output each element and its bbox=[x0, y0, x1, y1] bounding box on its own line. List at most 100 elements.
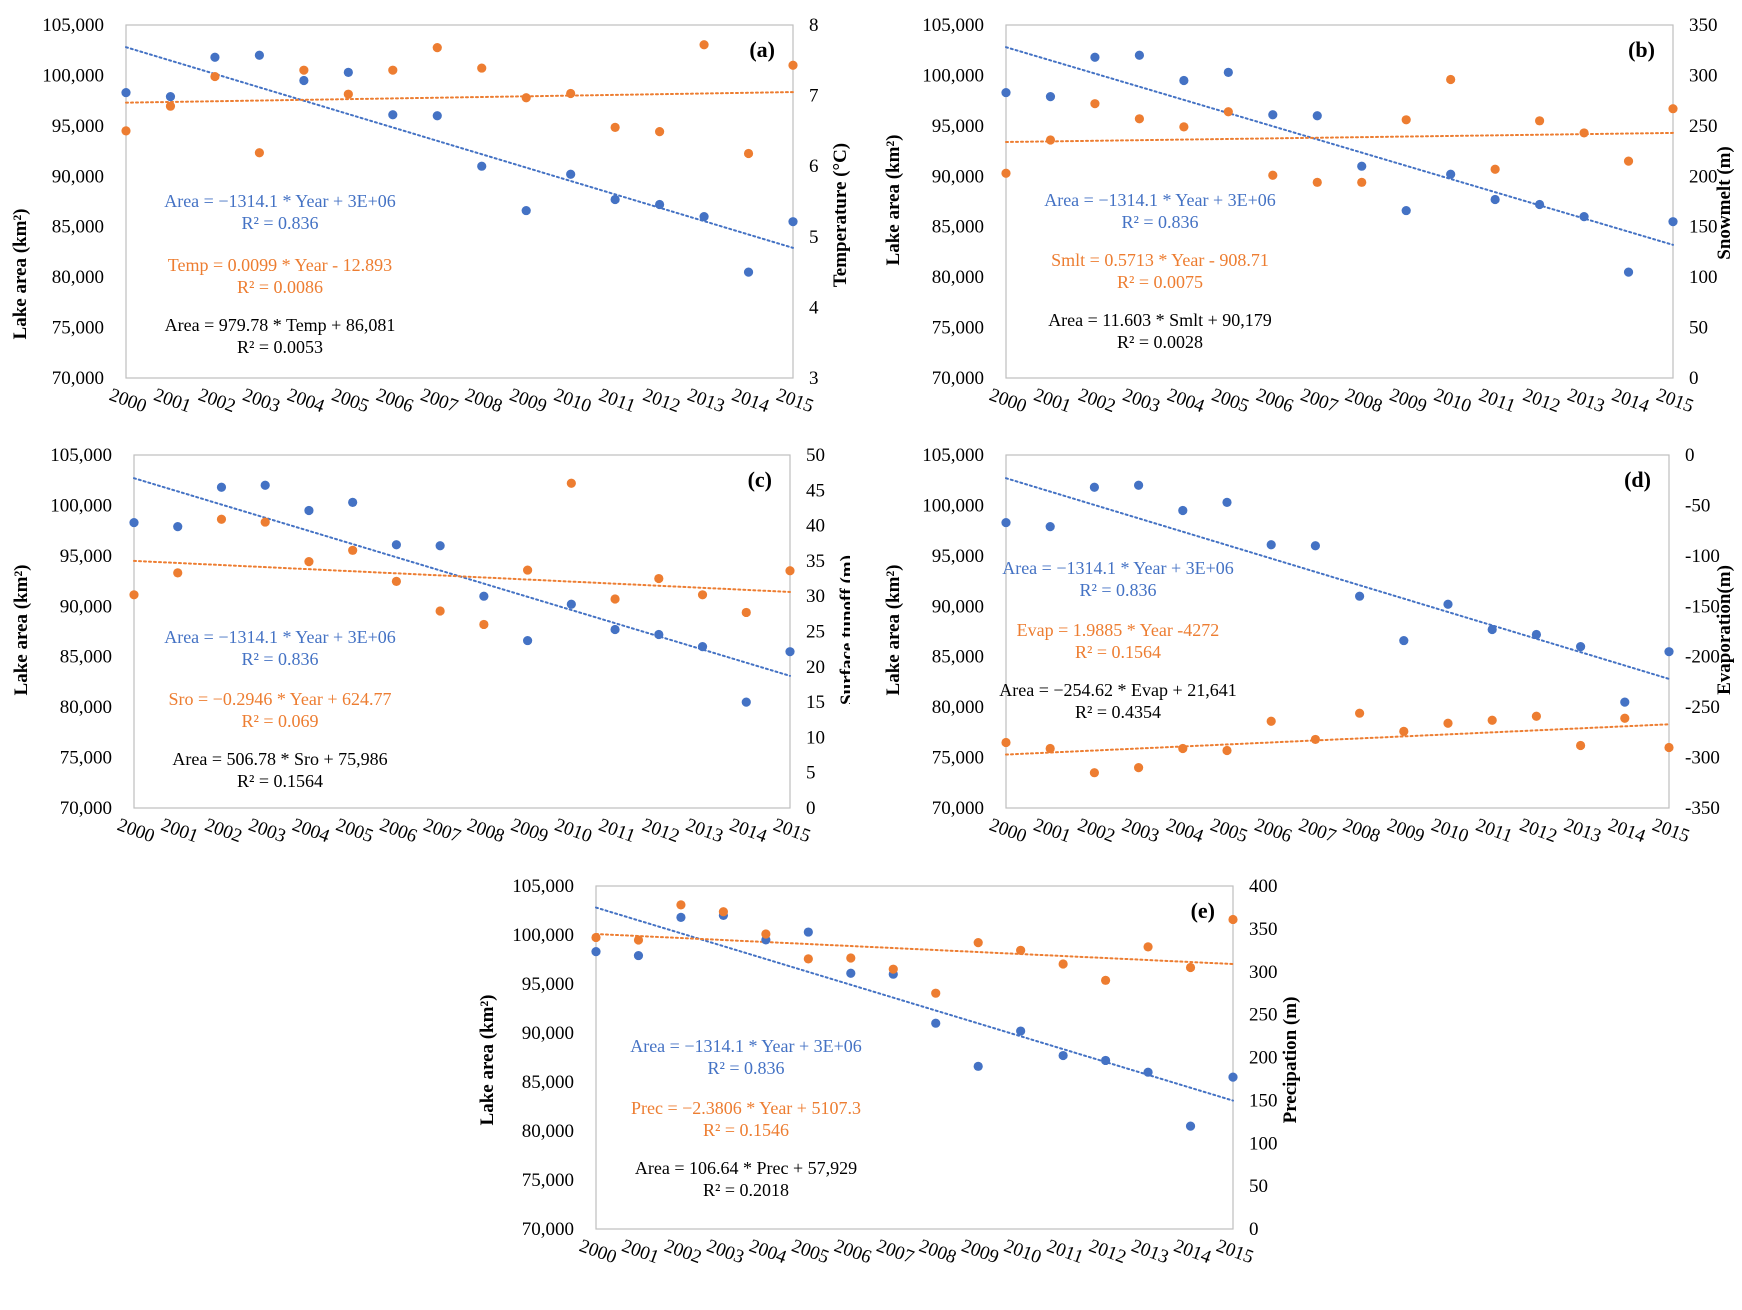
equation-text: Area = −1314.1 * Year + 3E+06 bbox=[164, 191, 396, 211]
area-point bbox=[1228, 1072, 1238, 1082]
y2-axis-title: Precipation (m) bbox=[1280, 997, 1301, 1124]
x-tick-label: 2012 bbox=[640, 384, 683, 417]
y2-axis-title: Snowmelt (m) bbox=[1714, 146, 1735, 259]
y2-tick-label: 150 bbox=[1249, 1090, 1278, 1111]
x-tick-label: 2015 bbox=[770, 814, 813, 847]
driver-point bbox=[1134, 763, 1144, 773]
y-tick-label: 70,000 bbox=[522, 1219, 574, 1240]
y2-tick-label: -350 bbox=[1685, 798, 1720, 819]
area-point bbox=[521, 205, 531, 216]
x-tick-label: 2005 bbox=[789, 1235, 832, 1268]
equation-text: Area = 106.64 * Prec + 57,929 bbox=[635, 1158, 857, 1178]
trendline-driver bbox=[1005, 723, 1670, 756]
driver-point bbox=[1058, 959, 1068, 969]
driver-point bbox=[1490, 164, 1500, 174]
chart-panel-a: 70,000 75,000 80,000 85,000 90,000 95,000 100,… bbox=[0, 0, 851, 430]
driver-point bbox=[1101, 975, 1111, 985]
driver-point bbox=[388, 65, 398, 75]
driver-point bbox=[1312, 177, 1322, 187]
driver-point bbox=[1045, 135, 1056, 145]
driver-point bbox=[1228, 914, 1238, 925]
driver-point bbox=[1399, 726, 1409, 736]
y2-tick-label: 25 bbox=[806, 622, 825, 643]
y2-tick-label: 200 bbox=[1249, 1048, 1278, 1069]
area-point bbox=[1531, 629, 1541, 640]
y2-tick-label: 5 bbox=[806, 763, 816, 784]
y2-tick-label: 250 bbox=[1689, 116, 1718, 137]
y-tick-label: 95,000 bbox=[932, 546, 984, 567]
y-tick-label: 75,000 bbox=[52, 318, 104, 339]
driver-point bbox=[304, 557, 314, 567]
area-point bbox=[697, 642, 708, 652]
x-tick-label: 2003 bbox=[1119, 814, 1162, 847]
y-axis-title: Lake area (km²) bbox=[11, 565, 32, 696]
y2-tick-label: 50 bbox=[1249, 1176, 1268, 1197]
plot-frame bbox=[1005, 24, 1674, 379]
area-point bbox=[129, 517, 139, 528]
x-tick-label: 2002 bbox=[202, 814, 245, 847]
x-tick-label: 2011 bbox=[596, 815, 638, 847]
panel-label: (d) bbox=[1624, 467, 1651, 492]
x-tick-label: 2008 bbox=[1340, 814, 1383, 847]
y-tick-label: 75,000 bbox=[932, 748, 984, 769]
driver-point bbox=[165, 101, 176, 111]
area-point bbox=[1399, 635, 1409, 646]
y2-tick-label: 300 bbox=[1689, 65, 1718, 86]
area-point bbox=[299, 75, 309, 86]
y-tick-label: 100,000 bbox=[922, 65, 984, 86]
area-point bbox=[1355, 591, 1365, 601]
area-point bbox=[1090, 52, 1100, 62]
driver-point bbox=[121, 126, 131, 136]
area-point bbox=[523, 635, 533, 646]
area-point bbox=[633, 950, 644, 961]
y-tick-label: 100,000 bbox=[922, 495, 984, 516]
x-tick-label: 2003 bbox=[240, 384, 283, 417]
area-point bbox=[1134, 480, 1144, 490]
driver-point bbox=[1531, 711, 1541, 721]
x-tick-label: 2003 bbox=[704, 1235, 747, 1268]
x-tick-label: 2004 bbox=[746, 1235, 789, 1268]
x-tick-label: 2009 bbox=[959, 1235, 1002, 1268]
driver-point bbox=[973, 937, 983, 948]
panel-label: (c) bbox=[748, 467, 772, 492]
driver-point bbox=[743, 148, 754, 159]
driver-point bbox=[1446, 74, 1456, 85]
driver-point bbox=[479, 619, 489, 630]
trendline-area bbox=[1005, 46, 1674, 246]
driver-point bbox=[477, 63, 487, 73]
driver-point bbox=[655, 127, 665, 137]
y-tick-label: 70,000 bbox=[60, 798, 112, 819]
trendline-area bbox=[595, 906, 1234, 1102]
y-tick-label: 75,000 bbox=[522, 1170, 574, 1191]
driver-point bbox=[1185, 962, 1196, 973]
driver-point bbox=[348, 545, 358, 555]
x-tick-label: 2011 bbox=[1044, 1236, 1086, 1268]
area-point bbox=[391, 540, 401, 550]
y-tick-label: 100,000 bbox=[512, 925, 574, 946]
driver-point bbox=[1401, 115, 1411, 125]
trendline-area bbox=[125, 46, 794, 249]
area-point bbox=[1001, 87, 1011, 98]
driver-point bbox=[1310, 734, 1320, 745]
x-tick-label: 2014 bbox=[729, 384, 772, 417]
equation-text: R² = 0.836 bbox=[707, 1058, 784, 1078]
driver-point bbox=[216, 514, 227, 524]
y2-tick-label: -150 bbox=[1685, 596, 1720, 617]
area-point bbox=[1579, 212, 1589, 222]
area-point bbox=[1185, 1121, 1196, 1131]
area-point bbox=[1089, 482, 1099, 492]
y2-tick-label: 0 bbox=[806, 798, 816, 819]
x-tick-label: 2005 bbox=[1209, 384, 1252, 417]
y2-axis-title: Surface tunoff (m) bbox=[837, 555, 850, 705]
driver-point bbox=[1266, 716, 1276, 726]
y-tick-label: 105,000 bbox=[922, 445, 984, 466]
y-tick-label: 85,000 bbox=[522, 1072, 574, 1093]
area-point bbox=[1223, 67, 1233, 78]
driver-point bbox=[1089, 768, 1099, 778]
area-point bbox=[1623, 267, 1634, 277]
driver-point bbox=[676, 900, 686, 910]
x-tick-label: 2000 bbox=[986, 384, 1029, 417]
y2-tick-label: 5 bbox=[809, 227, 819, 248]
equation-text: Area = 11.603 * Smlt + 90,179 bbox=[1048, 310, 1272, 330]
equation-text: Area = −1314.1 * Year + 3E+06 bbox=[1044, 190, 1276, 210]
